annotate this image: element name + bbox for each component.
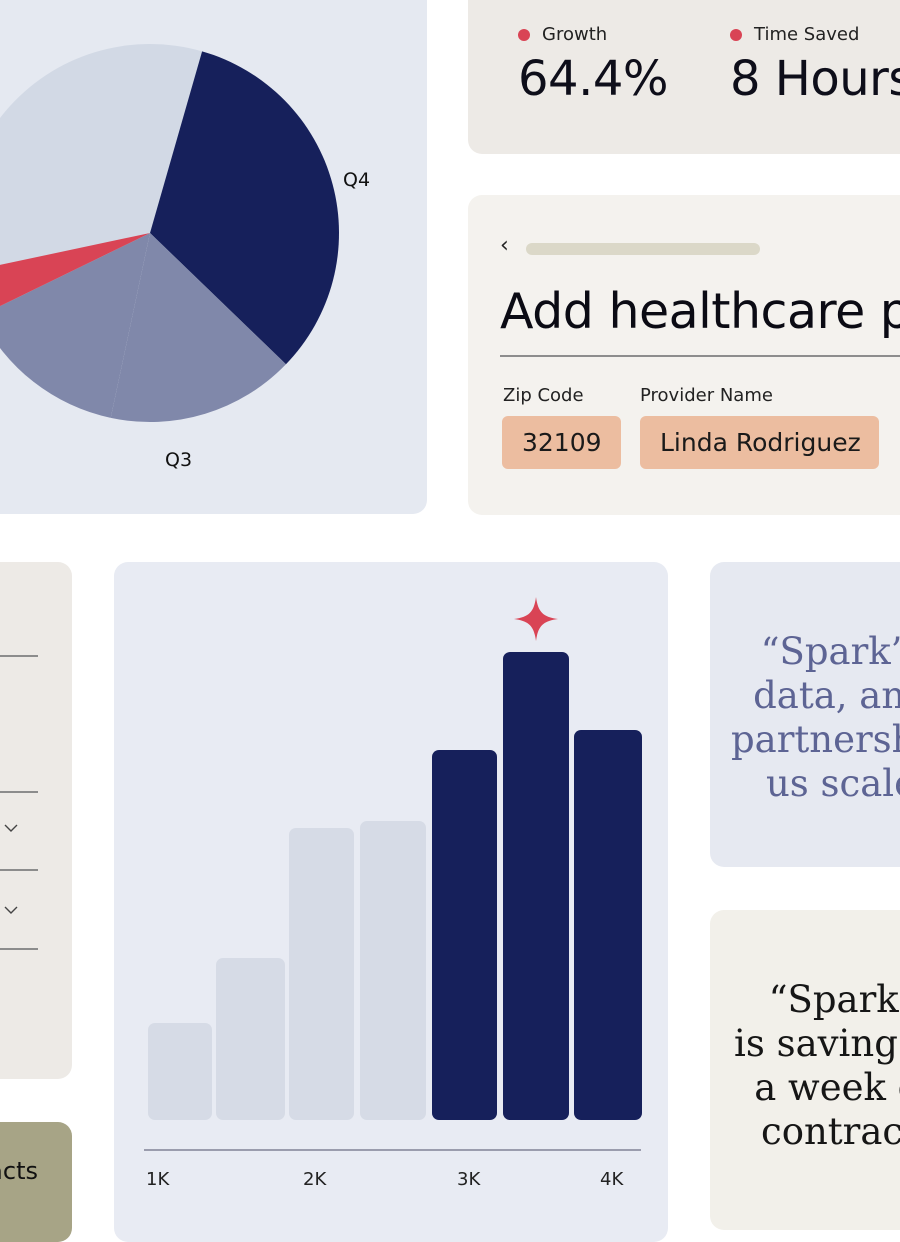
- pie-label-q4: Q4: [343, 169, 371, 191]
- testimonial-quote: “Spark’s is saving me a week on contract…: [734, 978, 900, 1154]
- time-saved-dot-icon: [730, 28, 742, 41]
- pie-slice: [110, 233, 286, 422]
- zip-code-field[interactable]: 32109: [502, 416, 621, 469]
- x-tick-label: 2K: [303, 1169, 327, 1190]
- bar-chart-card: 1K 2K 3K 4K: [114, 562, 668, 1242]
- testimonial-quote: “Spark’s data, and partnership us scale: [726, 630, 900, 806]
- quote-line: partnership: [730, 718, 900, 761]
- pie-slice: [0, 233, 150, 307]
- bar: [503, 652, 569, 1120]
- quote-line: “Spark’s: [760, 630, 900, 673]
- stat-value: 8 Hours: [730, 51, 900, 107]
- x-tick-label: 4K: [600, 1169, 624, 1190]
- quote-line: contracts: [760, 1110, 900, 1153]
- stat-time-saved: Time Saved 8 Hours: [730, 24, 900, 107]
- stats-card: Growth 64.4% Time Saved 8 Hours: [468, 0, 900, 154]
- x-tick-label: 1K: [146, 1169, 170, 1190]
- pie-slice: [150, 51, 339, 365]
- testimonial-card: “Spark’s data, and partnership us scale: [710, 562, 900, 867]
- provider-name-field[interactable]: Linda Rodriguez: [640, 416, 879, 469]
- back-chevron-icon[interactable]: ‹: [500, 233, 509, 258]
- pie-chart: [0, 44, 339, 422]
- pie-chart-card: Q4 Q3: [0, 0, 427, 514]
- chevron-down-icon[interactable]: [4, 821, 18, 835]
- divider: [0, 655, 38, 657]
- pie-slice: [0, 233, 150, 418]
- quote-line: us scale: [765, 762, 900, 805]
- pie-slice: [0, 44, 203, 307]
- contracts-card[interactable]: Contracts: [0, 1122, 72, 1242]
- divider: [0, 791, 38, 793]
- add-provider-form: ‹ Add healthcare provider Zip Code Provi…: [468, 195, 900, 515]
- bar: [574, 730, 642, 1120]
- chevron-down-icon[interactable]: [4, 903, 18, 917]
- bar: [216, 957, 285, 1120]
- page-title: Add healthcare provider: [500, 283, 900, 340]
- stat-label: Time Saved: [754, 24, 860, 45]
- contracts-label: Contracts: [0, 1157, 38, 1185]
- sparkle-star-icon: [514, 597, 558, 641]
- title-divider: [500, 355, 900, 357]
- bar: [360, 821, 426, 1120]
- breadcrumb-placeholder: [526, 243, 760, 255]
- bar: [289, 827, 354, 1120]
- provider-name-label: Provider Name: [640, 385, 773, 406]
- stat-label: Growth: [542, 24, 608, 45]
- stat-growth: Growth 64.4%: [518, 24, 668, 107]
- stat-value: 64.4%: [518, 51, 668, 107]
- filter-panel: [0, 562, 72, 1079]
- bar: [432, 749, 497, 1120]
- zip-code-label: Zip Code: [503, 385, 584, 406]
- bar: [148, 1022, 212, 1120]
- quote-line: data, and: [753, 674, 900, 717]
- quote-line: “Spark’s: [768, 978, 900, 1021]
- x-tick-label: 3K: [457, 1169, 481, 1190]
- x-axis: [144, 1149, 641, 1151]
- testimonial-card: “Spark’s is saving me a week on contract…: [710, 910, 900, 1230]
- quote-line: a week on: [754, 1066, 900, 1109]
- pie-label-q3: Q3: [165, 449, 193, 471]
- divider: [0, 869, 38, 871]
- divider: [0, 948, 38, 950]
- growth-dot-icon: [518, 28, 530, 41]
- quote-line: is saving me: [734, 1022, 900, 1065]
